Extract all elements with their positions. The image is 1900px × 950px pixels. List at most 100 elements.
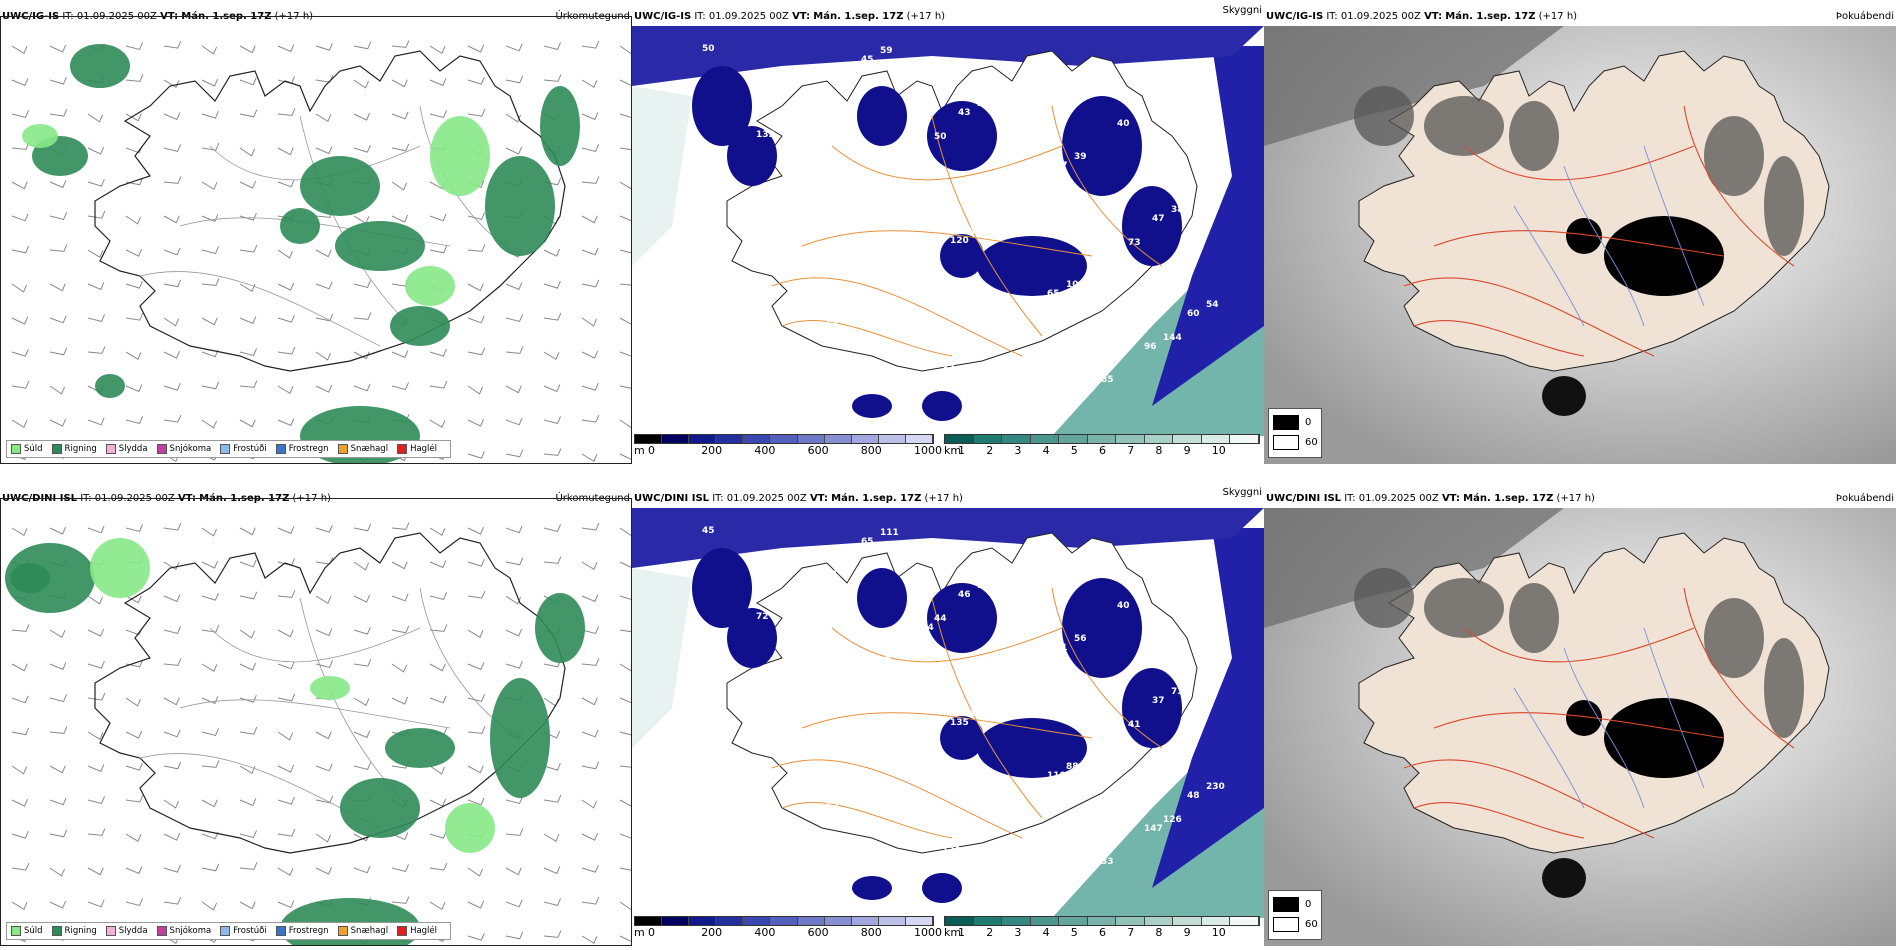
ceiling-value: 73 — [1128, 238, 1141, 248]
colorbar-swatch — [716, 435, 744, 443]
colorbar-tick: 600 — [807, 444, 829, 457]
colorbar-tick: 4 — [1042, 926, 1050, 939]
colorbar-tick: 9 — [1183, 444, 1191, 457]
ceiling-value: 42 — [799, 579, 812, 589]
colorbar-swatch — [973, 435, 1003, 443]
ceiling-value: 34 — [853, 665, 866, 675]
ceiling-value: 45 — [775, 603, 788, 613]
panel-header: UWC/IG-IS IT: 01.09.2025 00Z VT: Mán. 1.… — [1264, 8, 1896, 26]
ceiling-value: 57 — [888, 278, 901, 288]
colorbar-tick: 7 — [1127, 926, 1135, 939]
ceiling-value: 30 — [969, 227, 982, 237]
ceiling-value: 45 — [1082, 866, 1095, 876]
fog-legend-item: 0 — [1273, 415, 1311, 430]
ceiling-value: 96 — [1144, 342, 1157, 352]
colorbar-swatch — [635, 917, 663, 925]
ceiling-labels: 45 42 41 62 51 48 55 65 46 61 37 58 52 45 39 40 60 39 30 47… — [702, 526, 1227, 887]
colorbar-unit: m — [634, 444, 645, 457]
colorbar-swatch — [1230, 917, 1260, 925]
ceiling-value: 37 — [783, 353, 796, 363]
ceiling-value: 51 — [915, 141, 928, 151]
legend-label: Frostregn — [288, 926, 329, 936]
low-cloud-areas — [692, 66, 1182, 421]
ceiling-value: 37 — [1198, 550, 1211, 560]
ceiling-value: 37 — [1152, 696, 1165, 706]
colorbar-tick: 0 — [648, 926, 655, 939]
colorbar-strip — [634, 434, 934, 444]
ceiling-value: 58 — [729, 749, 742, 759]
colorbar-tick: 5 — [1070, 926, 1078, 939]
ceiling-value: 43 — [1179, 559, 1192, 569]
ceiling-value: 46 — [958, 590, 971, 600]
ceiling-map: 45 42 41 62 51 48 55 65 46 61 37 58 52 45 39 40 60 39 30 47… — [632, 508, 1264, 918]
legend-swatch — [11, 444, 21, 454]
legend-item: Frostregn — [275, 444, 329, 454]
colorbar-swatch — [662, 917, 690, 925]
ceiling-value: 62 — [993, 685, 1006, 695]
ceiling-value: 53 — [837, 79, 850, 89]
panel-title: Skyggni — [1222, 5, 1262, 16]
colorbar-tick: 1 — [958, 926, 965, 939]
ceiling-value: 48 — [1109, 247, 1122, 257]
colorbar-tick: 1 — [958, 444, 965, 457]
ceiling-value: 137 — [818, 570, 837, 580]
colorbar-swatch — [905, 435, 934, 443]
colorbar-swatch — [945, 917, 974, 925]
ceiling-value: 42 — [791, 225, 804, 235]
ceiling-value: 45 — [861, 55, 874, 65]
ceiling-value: 45 — [810, 216, 823, 226]
fog-legend-label: 60 — [1305, 437, 1318, 448]
colorbar-swatch — [1059, 917, 1088, 925]
ceiling-value: 40 — [1117, 119, 1130, 129]
ceiling-value: 47 — [985, 813, 998, 823]
ceiling-value: 109 — [977, 581, 996, 591]
legend-swatch — [397, 444, 408, 454]
colorbar-strip — [944, 916, 1260, 926]
colorbar-unit: km — [944, 444, 962, 457]
legend-label: Slydda — [118, 926, 148, 936]
legend-swatch — [275, 444, 286, 454]
colorbar-tick: 4 — [1042, 444, 1050, 457]
fog-legend-label: 60 — [1305, 919, 1318, 930]
ceiling-value: 65 — [861, 537, 874, 547]
ceiling-value: 50 — [810, 698, 823, 708]
precip-type-panel-dini: UWC/DINI ISL IT: 01.09.2025 00Z VT: Mán.… — [0, 490, 632, 946]
ceiling-value: 120 — [950, 236, 969, 246]
legend-label: Snjókoma — [169, 926, 212, 936]
ceiling-value: 45 — [702, 526, 715, 536]
legend-item: Snjókoma — [156, 926, 212, 936]
legend-item: Snæhagl — [337, 444, 388, 454]
colorbar-swatch — [1030, 435, 1060, 443]
ceiling-value: 32 — [775, 121, 788, 131]
colorbar-swatch — [878, 917, 906, 925]
ceiling-value: 54 — [748, 740, 761, 750]
legend-label: Frostúði — [233, 444, 267, 454]
colorbar-unit: m — [634, 926, 645, 939]
legend-item: Slydda — [105, 444, 148, 454]
ceiling-value: 52 — [1012, 194, 1025, 204]
legend-swatch — [220, 444, 231, 454]
ceiling-value: 56 — [1074, 634, 1087, 644]
colorbar-swatch — [1116, 917, 1145, 925]
fog-legend-item: 60 — [1273, 917, 1318, 932]
legend-swatch — [105, 926, 116, 936]
ceiling-value: 147 — [1144, 824, 1163, 834]
ceiling-value: 92 — [721, 877, 734, 887]
legend-label: Haglél — [410, 926, 438, 936]
ceiling-value: 273 — [740, 386, 759, 396]
ceiling-value: 39 — [872, 174, 885, 184]
fog-legend-label: 0 — [1305, 417, 1312, 428]
ceiling-value: 133 — [756, 130, 775, 140]
fog-legend: 0 60 — [1268, 408, 1322, 458]
legend-item: Slydda — [105, 926, 148, 936]
colorbar-unit: km — [944, 926, 962, 939]
colorbar-swatch — [716, 917, 744, 925]
ceiling-value: 43 — [1039, 57, 1052, 67]
ceiling-value: 88 — [1066, 762, 1079, 772]
legend-item: Snjókoma — [156, 444, 211, 454]
colorbar-tick: 1000 — [914, 444, 942, 457]
colorbar-swatch — [770, 917, 798, 925]
ceiling-value: 73 — [1171, 687, 1184, 697]
roads — [1403, 587, 1795, 839]
legend-item: Haglél — [397, 926, 437, 936]
